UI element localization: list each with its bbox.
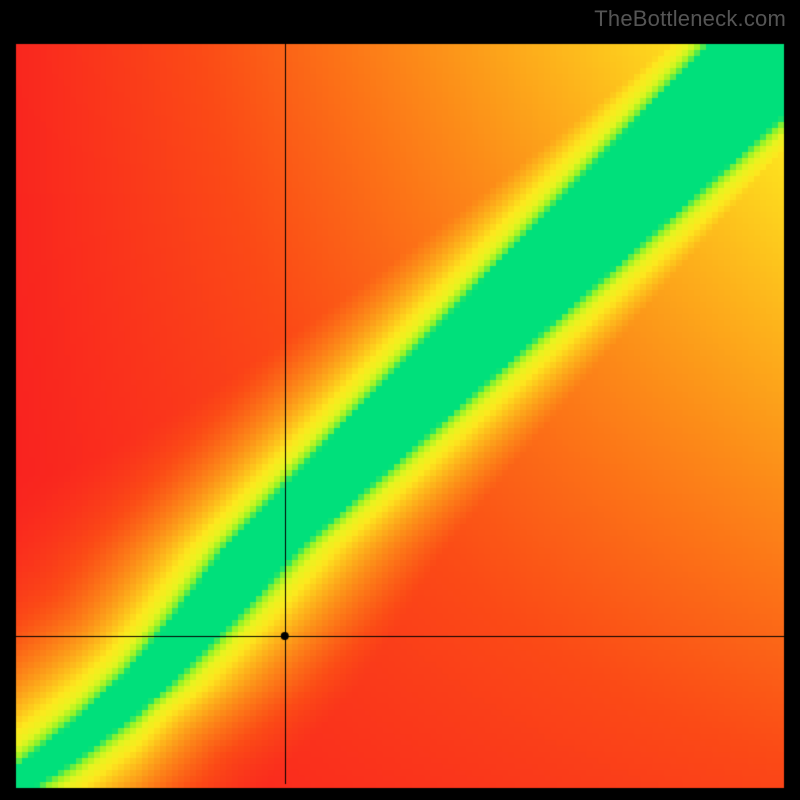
watermark-label: TheBottleneck.com [594, 6, 786, 32]
bottleneck-heatmap [0, 0, 800, 800]
chart-container: TheBottleneck.com [0, 0, 800, 800]
